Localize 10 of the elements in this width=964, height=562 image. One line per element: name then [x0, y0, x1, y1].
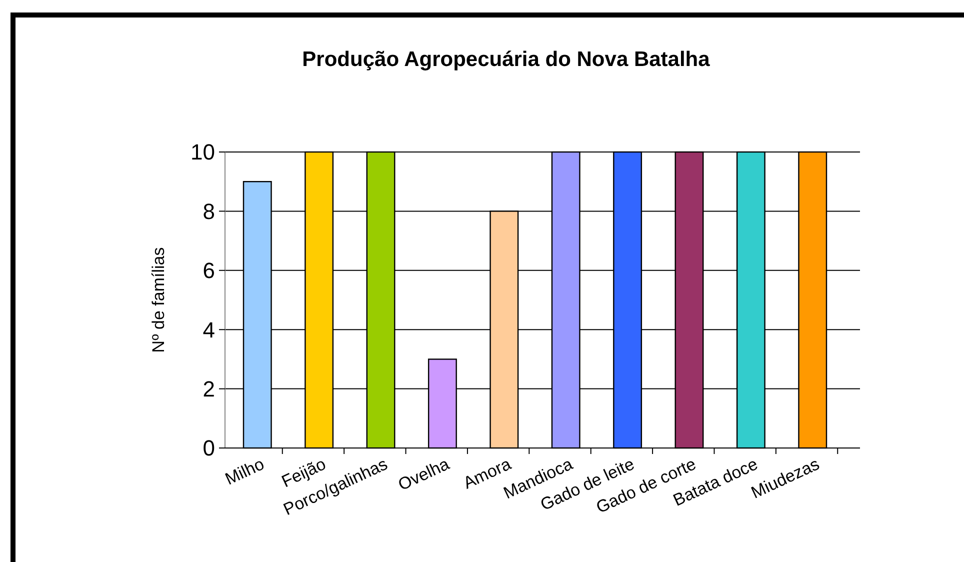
y-tick-label: 8 [202, 198, 215, 224]
y-tick-label: 2 [202, 376, 215, 402]
x-tick-label: Milho [222, 454, 268, 489]
x-tick-label: Ovelha [395, 454, 453, 494]
y-tick-label: 10 [190, 140, 215, 165]
y-tick-label: 4 [202, 317, 215, 342]
y-tick-label: 0 [202, 436, 215, 461]
y-axis-title: Nº de famílias [149, 247, 168, 353]
chart-title: Produção Agropecuária do Nova Batalha [302, 48, 710, 71]
y-tick-label: 6 [202, 258, 215, 284]
